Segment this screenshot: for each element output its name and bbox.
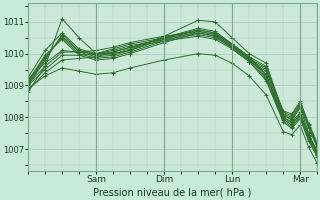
X-axis label: Pression niveau de la mer( hPa ): Pression niveau de la mer( hPa ) <box>93 187 252 197</box>
